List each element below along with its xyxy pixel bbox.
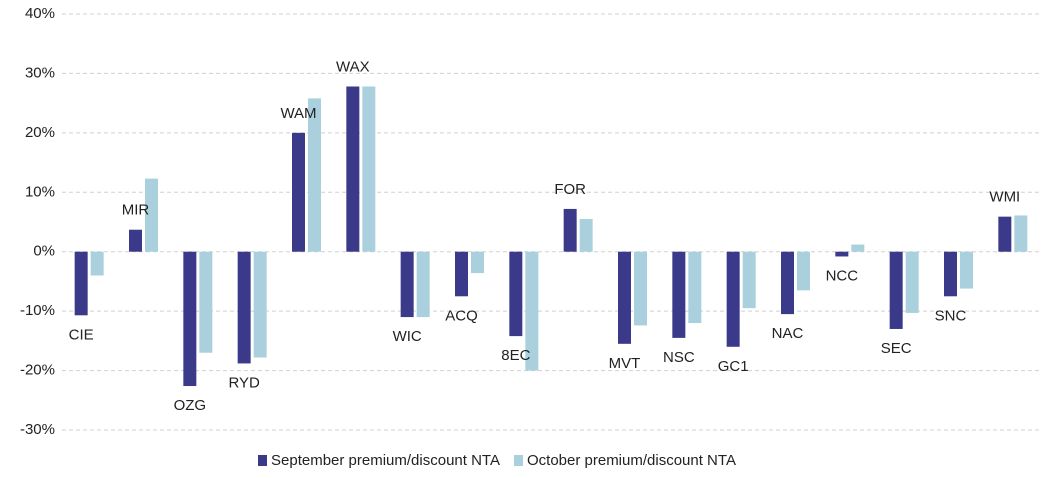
category-label: GC1 (718, 358, 749, 375)
y-tick-label: 10% (25, 183, 55, 200)
bar (145, 178, 158, 252)
category-label: WAM (280, 105, 316, 122)
category-label: NCC (826, 267, 859, 284)
category-label: WMI (989, 189, 1020, 206)
bar (905, 251, 919, 313)
bar (579, 219, 593, 252)
legend-label: October premium/discount NTA (527, 452, 736, 469)
bar (253, 251, 267, 358)
bar (672, 251, 686, 338)
y-tick-label: 30% (25, 64, 55, 81)
category-label: MIR (122, 202, 150, 219)
bar (797, 251, 810, 291)
category-label: MVT (609, 355, 641, 372)
bar (199, 251, 213, 353)
category-label: ACQ (445, 307, 478, 324)
category-label: SEC (881, 340, 912, 357)
legend-swatch (258, 455, 267, 466)
bar (781, 251, 794, 315)
category-label: NAC (772, 325, 804, 342)
category-label: RYD (228, 374, 260, 391)
bar (998, 216, 1012, 252)
bar (726, 251, 740, 347)
category-label: OZG (174, 397, 207, 414)
y-tick-label: -10% (20, 302, 55, 319)
bar (742, 251, 756, 309)
bar (400, 251, 414, 318)
bar (416, 251, 430, 318)
bar (944, 251, 957, 297)
bar (183, 251, 197, 387)
bar (362, 86, 376, 252)
category-label: SNC (935, 307, 967, 324)
bar (237, 251, 251, 364)
bar (74, 251, 88, 316)
category-label: WIC (393, 328, 422, 345)
y-tick-label: 0% (33, 243, 55, 260)
y-tick-label: 20% (25, 124, 55, 141)
bar (90, 251, 104, 276)
bar (525, 251, 539, 371)
bar (308, 98, 321, 252)
bar (835, 251, 849, 257)
legend-label: September premium/discount NTA (271, 452, 500, 469)
bar (455, 251, 468, 297)
bar (634, 251, 647, 326)
bar (509, 251, 523, 337)
bar (346, 86, 360, 252)
category-label: NSC (663, 349, 695, 366)
bar (960, 251, 973, 289)
bar (889, 251, 903, 329)
bar (292, 132, 305, 252)
bar (129, 229, 142, 252)
y-tick-label: -30% (20, 421, 55, 438)
y-tick-label: -20% (20, 362, 55, 379)
category-label: WAX (336, 58, 370, 75)
bar (1014, 215, 1028, 252)
bar (688, 251, 702, 324)
bar (618, 251, 631, 344)
category-label: 8EC (501, 347, 530, 364)
legend-swatch (513, 455, 523, 466)
bar (471, 251, 484, 274)
y-tick-label: 40% (25, 5, 55, 22)
category-label: CIE (69, 326, 94, 343)
bar (851, 244, 865, 252)
category-label: FOR (554, 181, 586, 198)
bar (563, 208, 577, 252)
